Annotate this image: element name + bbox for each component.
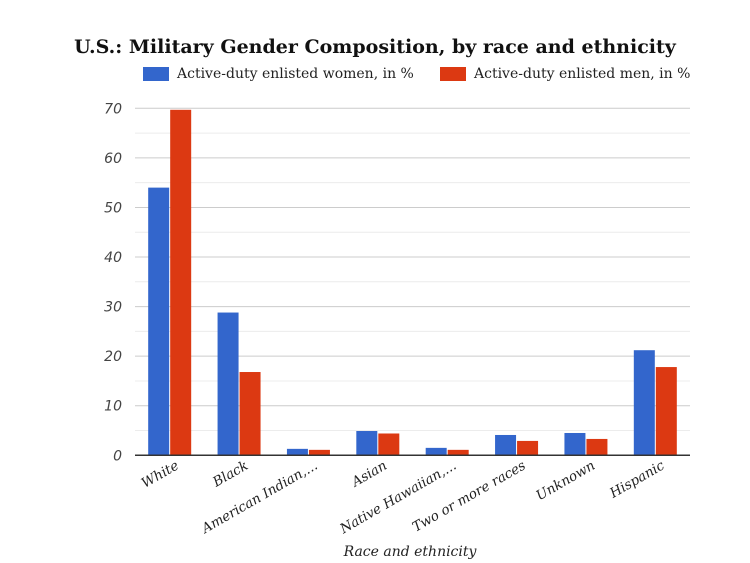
bar-women	[564, 432, 586, 456]
legend-swatch-women	[143, 67, 169, 81]
bar-men	[586, 438, 608, 456]
legend-item-women: Active-duty enlisted women, in %	[143, 66, 414, 82]
y-tick-label: 20	[104, 349, 122, 365]
y-tick-label: 70	[104, 101, 122, 117]
x-tick-label: Unknown	[533, 458, 598, 505]
bar-women	[495, 434, 517, 456]
x-axis-label: Race and ethnicity	[343, 544, 477, 560]
bar-men	[239, 372, 261, 456]
bar-women	[356, 431, 378, 456]
x-tick-label: White	[139, 458, 182, 492]
x-tick-label: Two or more races	[410, 458, 529, 536]
y-tick-label: 30	[104, 300, 122, 316]
y-tick-label: 0	[113, 448, 122, 464]
legend-item-men: Active-duty enlisted men, in %	[440, 66, 690, 82]
bar-women	[633, 350, 655, 456]
bar-women	[217, 312, 239, 456]
legend-swatch-men	[440, 67, 466, 81]
x-tick-label: Black	[209, 458, 251, 491]
bar-men	[517, 440, 539, 456]
y-tick-label: 60	[104, 151, 122, 167]
bar-women	[425, 447, 447, 456]
x-tick-label: Asian	[347, 458, 389, 492]
legend-label-men: Active-duty enlisted men, in %	[474, 66, 691, 82]
y-tick-label: 50	[104, 200, 122, 216]
y-tick-label: 40	[104, 250, 122, 266]
bar-men	[170, 109, 192, 456]
y-tick-label: 10	[104, 399, 122, 415]
bar-men	[447, 449, 469, 456]
bar-men	[655, 367, 677, 456]
x-tick-label: Hispanic	[606, 457, 667, 502]
bar-men	[378, 433, 400, 456]
chart-title: U.S.: Military Gender Composition, by ra…	[74, 36, 676, 58]
bar-women	[286, 448, 308, 456]
x-tick-label: American Indian,...	[197, 458, 320, 538]
legend-label-women: Active-duty enlisted women, in %	[177, 66, 414, 82]
bar-men	[308, 449, 330, 456]
bar-women	[148, 187, 170, 456]
x-tick-label: Native Hawaiian,...	[336, 458, 459, 538]
